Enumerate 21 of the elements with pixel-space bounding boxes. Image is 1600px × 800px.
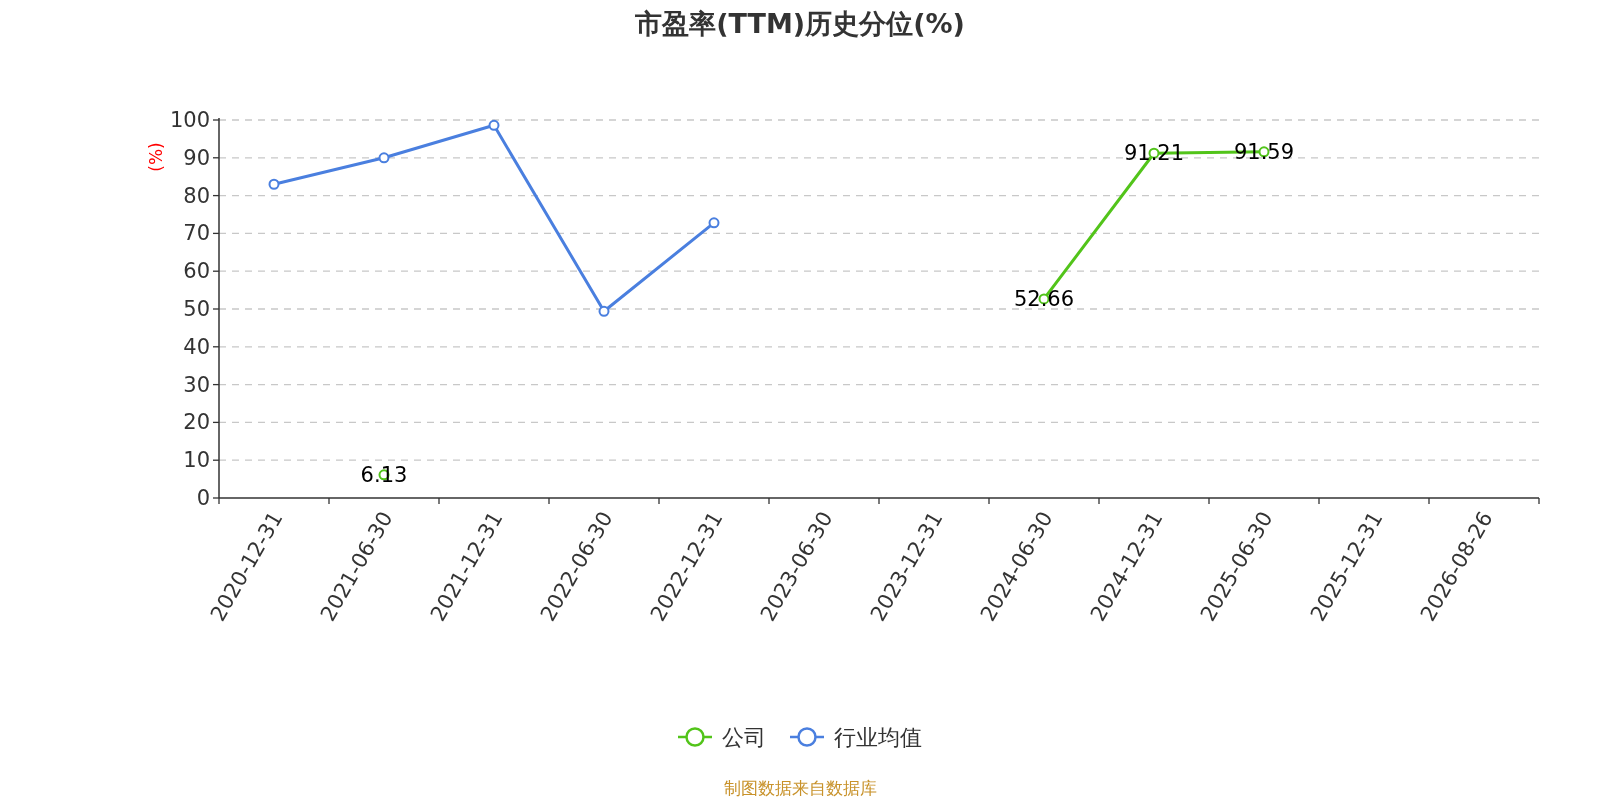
y-tick-label: 40: [183, 334, 210, 359]
point: [488, 119, 500, 131]
legend-label: 公司: [722, 725, 766, 750]
legend-label: 行业均值: [834, 725, 922, 750]
y-axis-title: (%): [146, 142, 166, 172]
y-tick-label: 70: [183, 221, 210, 246]
y-tick-label: 20: [183, 410, 210, 435]
point: [598, 305, 610, 317]
y-tick-label: 100: [169, 108, 210, 132]
y-tick-label: 10: [183, 448, 210, 473]
text: 制图数据来自数据库: [723, 778, 877, 798]
chart-title: 市盈率(TTM)历史分位(%): [634, 8, 965, 39]
point: [268, 178, 280, 190]
point: [708, 217, 720, 229]
y-tick-label: 0: [196, 486, 210, 510]
y-tick-label: 30: [183, 372, 210, 397]
y-tick-label: 80: [183, 183, 210, 208]
y-tick-label: 60: [183, 259, 210, 284]
point: [378, 152, 390, 164]
y-tick-label: 90: [183, 145, 210, 170]
y-tick-label: 50: [183, 297, 210, 321]
